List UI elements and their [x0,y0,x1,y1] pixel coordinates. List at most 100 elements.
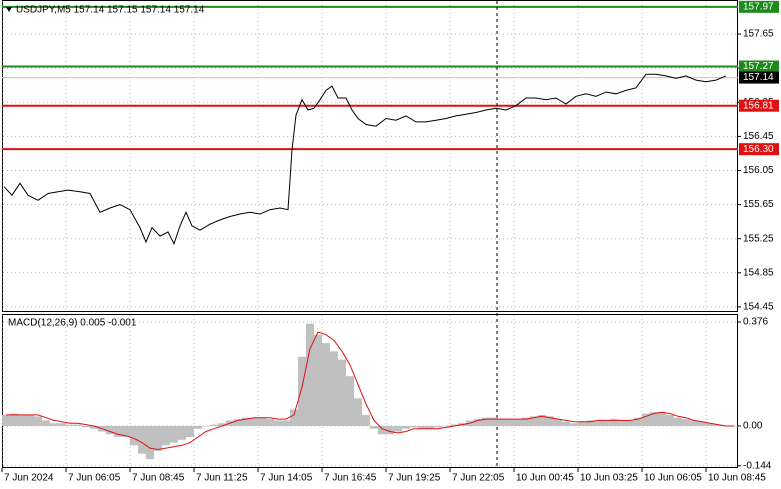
x-tick-label: 7 Jun 19:25 [388,473,441,484]
macd-histogram-bar [82,425,90,428]
macd-histogram-bar [698,421,706,426]
current-price-box [739,71,779,84]
macd-histogram-bar [146,425,154,460]
macd-histogram-bar [682,419,690,426]
macd-histogram-bar [546,416,554,426]
macd-histogram-bar [626,420,634,426]
macd-histogram-bar [114,425,122,438]
y-tick-label: 157.65 [743,29,774,40]
macd-histogram-bar [26,414,34,426]
macd-histogram-bar [482,417,490,426]
macd-histogram-bar [162,425,170,446]
macd-histogram-bar [178,425,186,440]
x-tick-label: 7 Jun 14:05 [260,473,313,484]
macd-histogram-bar [690,420,698,426]
chart-title: USDJPY,M5 157.14 157.15 157.14 157.14 [16,5,205,16]
level-label: 156.30 [743,144,774,155]
x-tick-label: 7 Jun 11:25 [196,473,248,484]
price-line [3,73,727,246]
macd-histogram-bar [274,420,282,426]
macd-histogram-bar [74,424,82,426]
y-tick-label: 156.05 [743,165,774,176]
macd-histogram-bar [570,423,578,426]
macd-histogram-bar [618,420,626,426]
x-tick-label: 10 Jun 06:05 [644,473,702,484]
macd-histogram-bar [250,417,258,426]
x-tick-label: 7 Jun 16:45 [324,473,377,484]
macd-histogram-bar [530,416,538,426]
macd-histogram-bar [170,425,178,443]
macd-histogram-bar [34,416,42,426]
macd-histogram-bar [266,419,274,426]
y-tick-label: 154.85 [743,267,774,278]
macd-histogram-bar [674,417,682,426]
level-label-box [739,99,779,112]
macd-histogram-bar [578,421,586,426]
macd-histogram-bar [514,419,522,426]
macd-histogram-bar [2,414,10,426]
level-label-box [739,0,779,13]
macd-histogram-bar [362,414,370,426]
macd-histogram-bar [194,425,202,429]
macd-histogram-bar [562,421,570,426]
macd-histogram-bar [298,356,306,426]
macd-histogram-bar [234,419,242,426]
macd-histogram-bar [474,419,482,426]
macd-histogram-bar [650,412,658,426]
macd-histogram-bar [50,423,58,426]
macd-histogram-bar [202,425,210,427]
macd-histogram-bar [106,425,114,435]
macd-histogram-bar [554,419,562,426]
y-tick-label: -0.144 [743,460,772,471]
macd-histogram-bar [410,425,418,428]
y-tick-label: 0.376 [743,317,768,328]
macd-histogram-bar [666,414,674,426]
level-label: 156.81 [743,100,774,111]
x-tick-label: 10 Jun 08:45 [708,473,766,484]
macd-histogram-bar [154,425,162,451]
macd-histogram-bar [594,420,602,426]
level-label-box [739,143,779,156]
y-tick-label: 156.45 [743,131,774,142]
macd-histogram-bar [138,425,146,454]
macd-histogram-bar [706,423,714,426]
macd-histogram-bar [210,424,218,426]
macd-histogram-bar [434,425,442,428]
macd-histogram-bar [306,323,314,426]
level-label-box [739,60,779,73]
price-panel-frame [2,0,738,312]
macd-histogram-bar [370,425,378,429]
macd-histogram-bar [122,425,130,438]
y-tick-label: 0.00 [743,421,763,432]
x-tick-label: 10 Jun 03:25 [580,473,638,484]
macd-histogram-bar [386,425,394,435]
macd-histogram-bar [490,417,498,426]
macd-histogram-bar [42,420,50,426]
macd-histogram-bar [10,413,18,426]
y-tick-label: 155.65 [743,199,774,210]
macd-histogram-bar [218,423,226,426]
macd-histogram-bar [522,417,530,426]
macd-histogram-bar [330,351,338,426]
macd-title: MACD(12,26,9) 0.005 -0.001 [8,318,137,329]
macd-signal-line [6,331,734,451]
macd-histogram-bar [394,425,402,432]
macd-histogram-bar [602,420,610,426]
macd-histogram-bar [66,424,74,426]
macd-histogram-bar [378,425,386,435]
x-tick-label: 7 Jun 22:05 [452,473,505,484]
macd-histogram-bar [658,412,666,426]
macd-histogram-bar [634,417,642,426]
x-tick-label: 7 Jun 06:05 [68,473,121,484]
macd-histogram-bar [338,359,346,426]
macd-histogram-bar [346,376,354,426]
y-tick-label: 155.25 [743,233,774,244]
macd-histogram-bar [426,425,434,429]
macd-histogram-bar [450,424,458,426]
macd-histogram-bar [314,334,322,426]
macd-histogram-bar [586,420,594,426]
macd-histogram-bar [258,417,266,426]
